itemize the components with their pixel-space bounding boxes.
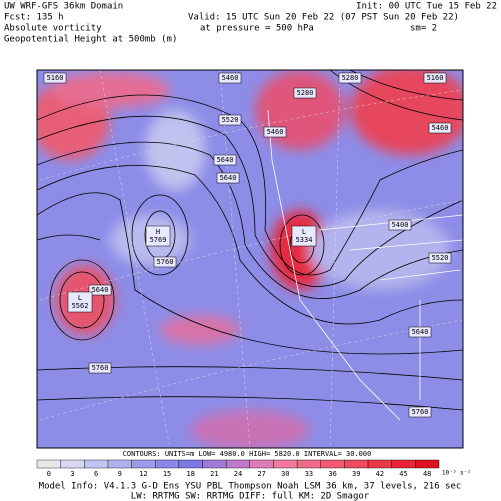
map xyxy=(37,70,463,448)
colorbar-label: 30 xyxy=(281,470,289,478)
contour-label: 5640 xyxy=(220,174,237,182)
footer: LW: RRTMG SW: RRTMG DIFF: full KM: 2D Sm… xyxy=(131,492,370,501)
colorbar-swatch xyxy=(391,459,416,469)
colorbar-swatch xyxy=(60,459,85,469)
contour-label-box xyxy=(408,406,432,418)
header-center: Valid: 15 UTC Sun 20 Feb 22 (07 PST Sun … xyxy=(188,13,459,23)
colorbar-swatch xyxy=(367,459,392,469)
contour-label-box xyxy=(213,154,237,166)
center-value: 5562 xyxy=(72,302,89,310)
contour-label: 5460 xyxy=(432,124,449,132)
center-value: 5334 xyxy=(296,236,313,244)
contour-label: 5520 xyxy=(222,116,239,124)
header-left: Fcst: 135 h xyxy=(4,13,64,23)
contour-label-box xyxy=(408,326,432,338)
contour-label: 5640 xyxy=(217,156,234,164)
map-frame xyxy=(36,69,464,449)
contour-label: 5160 xyxy=(47,74,64,82)
contour-label: 5280 xyxy=(342,74,359,82)
colorbar-swatch xyxy=(344,459,369,469)
colorbar-swatch xyxy=(320,459,345,469)
colorbar-swatch xyxy=(84,459,109,469)
contour-label: 5640 xyxy=(92,286,109,294)
colorbar-unit: 10⁻⁵ s⁻¹ xyxy=(442,470,471,477)
center-letter: L xyxy=(302,228,306,236)
colorbar-label: 12 xyxy=(139,470,147,478)
colorbar-label: 48 xyxy=(423,470,431,478)
colorbar-label: 21 xyxy=(210,470,218,478)
contour-label-box xyxy=(388,219,412,231)
center-box xyxy=(145,225,171,247)
contour-label: 5520 xyxy=(432,254,449,262)
colorbar-label: 33 xyxy=(305,470,313,478)
header-left: UW WRF-GFS 36km Domain xyxy=(4,2,123,12)
header-smoothing: sm= 2 xyxy=(410,24,437,34)
contour-label: 5280 xyxy=(297,89,314,97)
contour-label: 5460 xyxy=(267,128,284,136)
header-right: Init: 00 UTC Tue 15 Feb 22 xyxy=(356,2,497,12)
contour-label: 5760 xyxy=(92,364,109,372)
colorbar-label: 39 xyxy=(352,470,360,478)
colorbar-label: 42 xyxy=(376,470,384,478)
contour-label: 5760 xyxy=(412,408,429,416)
colorbar-swatch xyxy=(296,459,321,469)
contour-label: 5160 xyxy=(427,74,444,82)
contour-label-box xyxy=(43,72,67,84)
center-box xyxy=(291,225,317,247)
header-center: at pressure = 500 hPa xyxy=(200,24,314,34)
colorbar-swatch xyxy=(249,459,274,469)
contour-label-box xyxy=(88,362,112,374)
colorbar-label: 6 xyxy=(94,470,98,478)
colorbar: 0 3 6 9 12 15 18 21 24 27 30 33 36 39 42 45 48 10⁻⁵ s⁻¹ xyxy=(36,459,471,478)
colorbar-label: 45 xyxy=(399,470,407,478)
header: UW WRF-GFS 36km Domain Fcst: 135 h Absol… xyxy=(4,2,497,45)
colorbar-label: 3 xyxy=(70,470,74,478)
contours-info: CONTOURS: UNITS=m LOW= 4980.0 HIGH= 5820… xyxy=(123,450,372,458)
contour-label: 5400 xyxy=(392,221,409,229)
contour-label-box xyxy=(338,72,362,84)
colorbar-label: 0 xyxy=(47,470,51,478)
header-left: Absolute vorticity xyxy=(4,24,102,34)
contour-label-box xyxy=(218,72,242,84)
colorbar-swatch xyxy=(36,459,61,469)
contour-label-box xyxy=(218,114,242,126)
contour-label: 5640 xyxy=(412,328,429,336)
colorbar-swatch xyxy=(178,459,203,469)
colorbar-label: 9 xyxy=(118,470,122,478)
colorbar-label: 15 xyxy=(163,470,171,478)
contour-label-box xyxy=(428,252,452,264)
colorbar-swatch xyxy=(415,459,440,469)
contour-label-box xyxy=(263,126,287,138)
footer: Model Info: V4.1.3 G-D Ens YSU PBL Thomp… xyxy=(39,482,462,492)
center-letter: L xyxy=(78,294,82,302)
colorbar-swatch xyxy=(273,459,298,469)
colorbar-label: 24 xyxy=(234,470,242,478)
colorbar-swatch xyxy=(131,459,156,469)
colorbar-label: 27 xyxy=(257,470,265,478)
colorbar-swatch xyxy=(107,459,132,469)
contour-label-box xyxy=(216,172,240,184)
colorbar-label: 36 xyxy=(328,470,336,478)
colorbar-swatch xyxy=(225,459,251,469)
center-value: 5769 xyxy=(150,236,167,244)
header-left: Geopotential Height at 500mb (m) xyxy=(4,35,177,45)
colorbar-swatch xyxy=(202,459,227,469)
colorbar-label: 18 xyxy=(186,470,194,478)
contour-label-box xyxy=(293,87,317,99)
center-box xyxy=(67,291,93,313)
contour-label-box xyxy=(153,256,177,268)
center-letter: H xyxy=(156,228,160,236)
contour-label: 5460 xyxy=(222,74,239,82)
colorbar-swatch xyxy=(155,459,180,469)
contour-label: 5760 xyxy=(157,258,174,266)
contour-label-box xyxy=(88,284,112,296)
contour-label-box xyxy=(428,122,452,134)
contour-label-box xyxy=(423,72,447,84)
